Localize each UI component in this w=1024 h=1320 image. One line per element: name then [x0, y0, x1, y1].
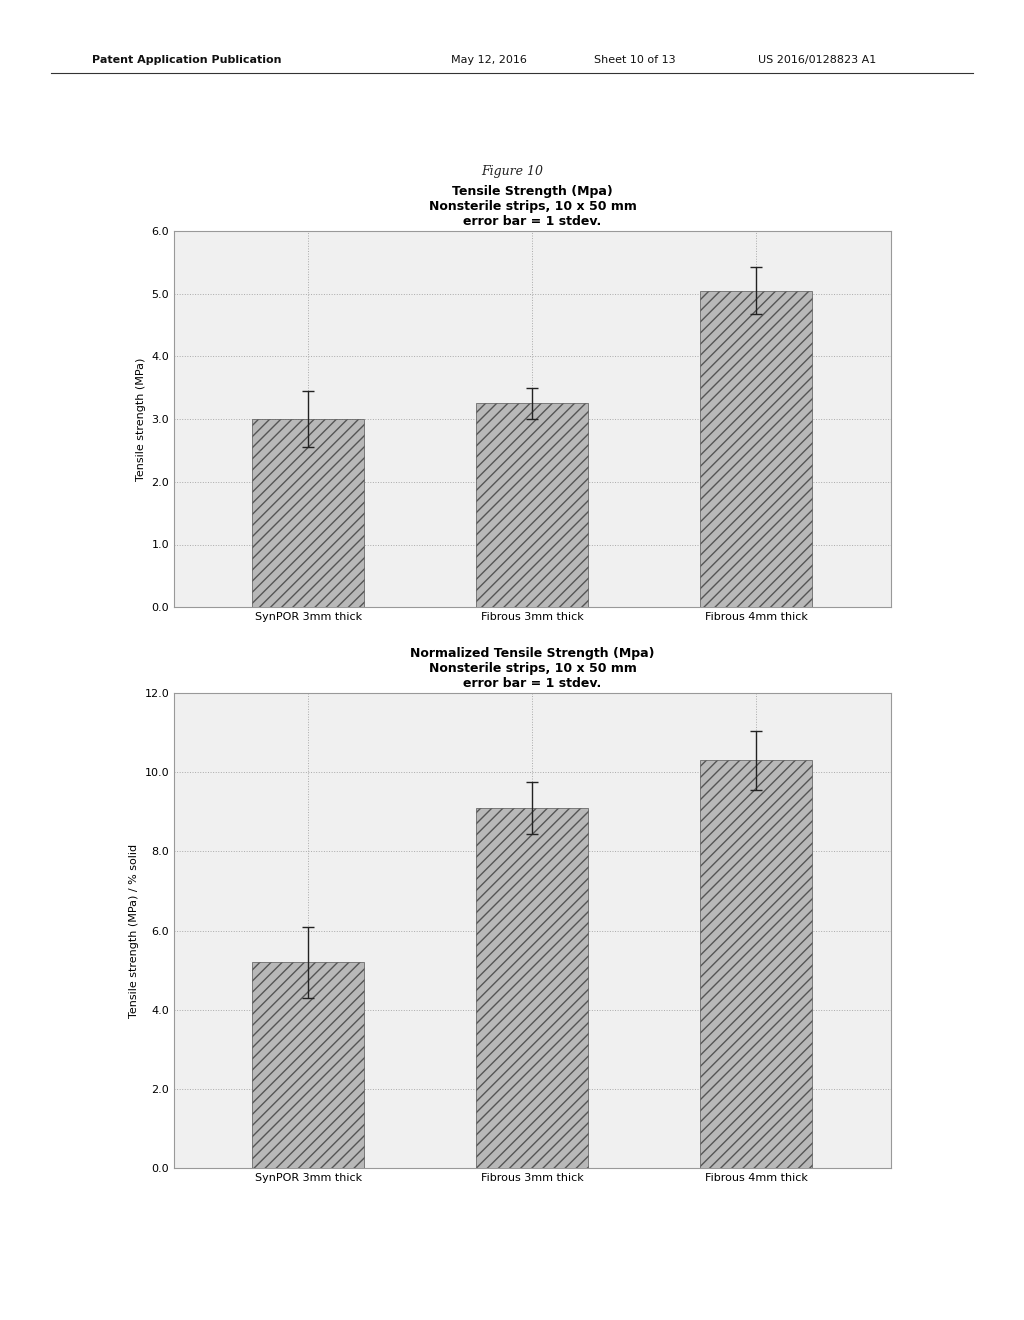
Bar — [253, 962, 365, 1168]
Text: Figure 10: Figure 10 — [481, 165, 543, 178]
Title: Normalized Tensile Strength (Mpa)
Nonsterile strips, 10 x 50 mm
error bar = 1 st: Normalized Tensile Strength (Mpa) Nonste… — [411, 647, 654, 690]
Bar — [700, 290, 812, 607]
Title: Tensile Strength (Mpa)
Nonsterile strips, 10 x 50 mm
error bar = 1 stdev.: Tensile Strength (Mpa) Nonsterile strips… — [428, 185, 637, 228]
Bar — [253, 418, 365, 607]
Y-axis label: Tensile strength (MPa) / % solid: Tensile strength (MPa) / % solid — [129, 843, 139, 1018]
Bar — [476, 404, 589, 607]
Text: May 12, 2016: May 12, 2016 — [451, 55, 526, 66]
Bar — [476, 808, 589, 1168]
Text: US 2016/0128823 A1: US 2016/0128823 A1 — [758, 55, 876, 66]
Text: Sheet 10 of 13: Sheet 10 of 13 — [594, 55, 676, 66]
Y-axis label: Tensile strength (MPa): Tensile strength (MPa) — [136, 358, 145, 480]
Bar — [700, 760, 812, 1168]
Text: Patent Application Publication: Patent Application Publication — [92, 55, 282, 66]
